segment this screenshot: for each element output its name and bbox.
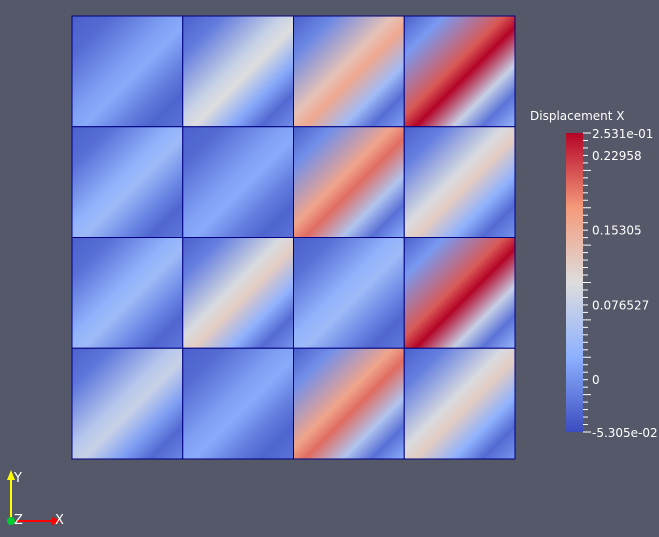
legend-color-bar — [566, 133, 583, 432]
mesh-cell — [182, 347, 294, 460]
mesh-cell — [182, 237, 294, 349]
legend-tick-label: 0.15305 — [592, 224, 642, 238]
orientation-axes: Y Z X — [7, 470, 64, 528]
mesh-cell — [293, 347, 405, 460]
mesh-surface[interactable] — [71, 15, 516, 460]
mesh-cell — [403, 126, 516, 238]
legend-tick-label: 0 — [592, 373, 600, 387]
mesh-cell — [293, 126, 405, 238]
mesh-cell — [403, 15, 516, 128]
legend-tick-labels: 0.22958 0.15305 0.076527 0 — [592, 149, 649, 387]
legend-tick-label: 0.22958 — [592, 149, 642, 163]
y-axis-label: Y — [13, 471, 22, 486]
color-legend[interactable]: Displacement X 2.531e-01 -5.305e-02 0.22… — [530, 109, 658, 440]
mesh-cell — [71, 237, 184, 349]
mesh-cell — [403, 347, 516, 460]
mesh-cell — [293, 237, 405, 349]
z-axis-dot — [7, 517, 15, 525]
legend-tick-marks — [583, 132, 591, 433]
y-axis-arrow — [7, 470, 15, 480]
legend-min-label: -5.305e-02 — [592, 426, 658, 440]
x-axis-arrow — [52, 517, 62, 525]
mesh-cell — [71, 126, 184, 238]
z-axis-label: Z — [14, 513, 23, 528]
x-axis-label: X — [55, 513, 64, 528]
mesh-cell — [293, 15, 405, 128]
mesh-cell — [182, 126, 294, 238]
legend-title: Displacement X — [530, 109, 625, 123]
mesh-cell — [182, 15, 294, 128]
mesh-cell — [403, 237, 516, 349]
legend-max-label: 2.531e-01 — [592, 127, 653, 141]
mesh-cell — [71, 347, 184, 460]
legend-tick-label: 0.076527 — [592, 298, 649, 312]
mesh-cell — [71, 15, 184, 128]
